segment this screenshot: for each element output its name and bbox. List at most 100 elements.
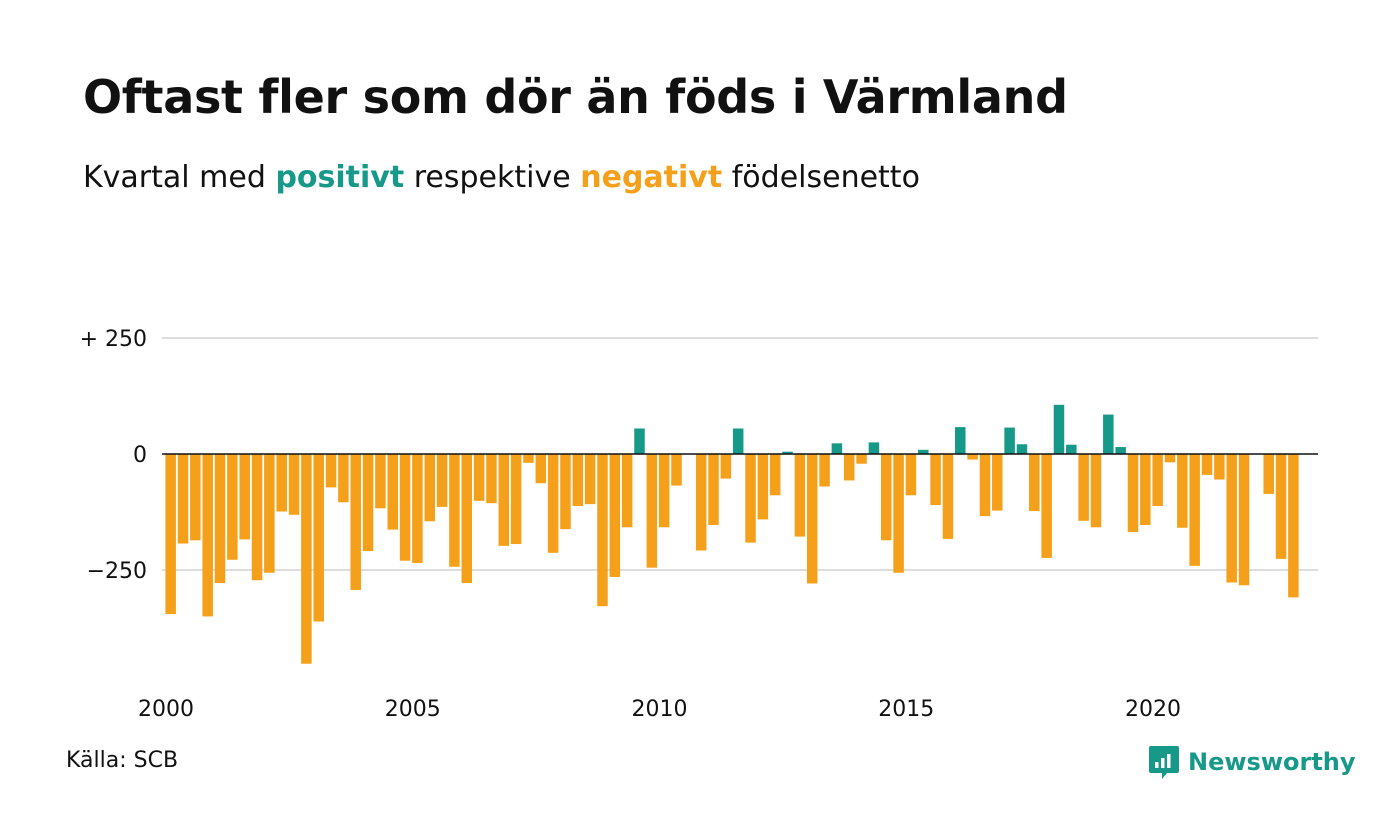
brand-name: Newsworthy [1188, 748, 1356, 776]
bar-2001Q4 [251, 454, 263, 581]
bar-2003Q2 [325, 454, 337, 488]
bar-2014Q4 [893, 454, 904, 573]
bar-2013Q4 [843, 454, 855, 481]
bar-2021Q3 [1226, 454, 1237, 583]
bar-2000Q2 [177, 454, 189, 544]
x-tick-label: 2015 [878, 697, 934, 722]
bar-2010Q1 [658, 454, 670, 528]
bar-2019Q1 [1103, 414, 1114, 454]
bar-2015Q1 [905, 454, 917, 496]
bar-2003Q4 [350, 454, 361, 590]
bar-2008Q4 [597, 454, 608, 607]
bar-2018Q4 [1090, 454, 1102, 528]
subtitle-positive-label: positivt [275, 160, 405, 195]
bar-2012Q2 [769, 454, 781, 496]
bar-2020Q2 [1164, 454, 1176, 463]
bar-2022Q2 [1263, 454, 1274, 494]
bar-2008Q1 [560, 454, 571, 530]
bar-2011Q4 [745, 454, 756, 543]
bar-2004Q2 [375, 454, 386, 509]
bar-2012Q1 [757, 454, 769, 520]
bar-2016Q4 [992, 454, 1003, 511]
bar-2007Q3 [535, 454, 547, 484]
bar-2005Q2 [424, 454, 436, 522]
bar-2018Q1 [1053, 404, 1065, 454]
bar-2016Q3 [979, 454, 991, 517]
bar-2005Q3 [436, 454, 448, 507]
bar-2009Q1 [609, 454, 621, 577]
bar-2013Q1 [806, 454, 818, 584]
bar-2013Q2 [819, 454, 830, 487]
brand-logo[interactable]: Newsworthy [1148, 744, 1356, 780]
bar-2008Q2 [572, 454, 584, 506]
bar-2006Q3 [486, 454, 497, 504]
bar-2011Q3 [732, 428, 744, 454]
bar-2002Q1 [264, 454, 275, 573]
y-tick-label: −250 [87, 559, 147, 584]
bar-2012Q4 [794, 454, 806, 537]
bar-2022Q3 [1275, 454, 1287, 559]
newsworthy-chart-bubble-icon [1149, 746, 1179, 779]
x-tick-label: 2010 [632, 697, 688, 722]
bar-2001Q3 [239, 454, 250, 540]
bar-2002Q2 [276, 454, 287, 512]
bar-2007Q4 [547, 454, 559, 553]
bar-2006Q2 [473, 454, 485, 501]
bar-2004Q3 [387, 454, 398, 530]
bar-2017Q4 [1041, 454, 1052, 558]
bar-2011Q1 [708, 454, 719, 525]
bar-2003Q3 [338, 454, 349, 503]
bar-2008Q3 [584, 454, 596, 505]
bar-2004Q1 [362, 454, 374, 551]
bar-2017Q1 [1004, 427, 1015, 454]
bar-2017Q2 [1016, 444, 1028, 454]
bar-2015Q3 [930, 454, 941, 506]
bar-2001Q1 [214, 454, 226, 583]
bar-2017Q3 [1029, 454, 1040, 512]
bar-2010Q4 [695, 454, 707, 551]
bar-2014Q1 [856, 454, 867, 464]
bar-2001Q2 [227, 454, 238, 560]
bar-2014Q2 [868, 442, 880, 454]
bar-2013Q3 [831, 443, 843, 454]
bar-2000Q1 [165, 454, 176, 615]
bar-2018Q2 [1066, 444, 1077, 454]
bar-2014Q3 [880, 454, 892, 541]
bar-chart: + 250 0 −250 2000 2005 2010 2015 2020 [80, 327, 1318, 722]
bar-2007Q2 [523, 454, 534, 463]
bar-2019Q2 [1115, 447, 1126, 454]
x-tick-label: 2000 [138, 697, 194, 722]
bar-2021Q2 [1214, 454, 1225, 480]
bar-2000Q4 [202, 454, 213, 617]
bar-2016Q1 [955, 427, 966, 454]
bar-2011Q2 [720, 454, 732, 479]
bar-2015Q4 [942, 454, 954, 539]
bar-2006Q4 [498, 454, 510, 546]
bar-2018Q3 [1078, 454, 1089, 521]
subtitle-suffix: födelsenetto [731, 160, 920, 195]
chart-title: Oftast fler som dör än föds i Värmland [83, 70, 1068, 124]
subtitle-middle: respektive [413, 160, 571, 195]
x-tick-label: 2020 [1125, 697, 1181, 722]
bar-2005Q4 [449, 454, 460, 567]
y-tick-label: 0 [133, 443, 147, 468]
bar-2000Q3 [190, 454, 201, 541]
bar-2010Q2 [671, 454, 682, 486]
bar-2007Q1 [510, 454, 522, 545]
x-tick-label: 2005 [385, 697, 441, 722]
bar-2009Q2 [621, 454, 633, 528]
subtitle-negative-label: negativt [580, 160, 723, 195]
chart-subtitle: Kvartal med positivt respektive negativt… [83, 160, 920, 195]
bar-2009Q4 [646, 454, 658, 568]
bar-2020Q4 [1189, 454, 1200, 566]
bar-2019Q4 [1140, 454, 1151, 525]
source-note: Källa: SCB [66, 748, 179, 773]
bar-2004Q4 [399, 454, 411, 561]
bar-2021Q1 [1201, 454, 1213, 475]
bar-2005Q1 [412, 454, 423, 564]
bar-2021Q4 [1238, 454, 1250, 586]
bar-2006Q1 [461, 454, 473, 583]
bar-2020Q1 [1152, 454, 1163, 506]
bar-2019Q3 [1127, 454, 1139, 532]
bar-2022Q4 [1288, 454, 1299, 598]
